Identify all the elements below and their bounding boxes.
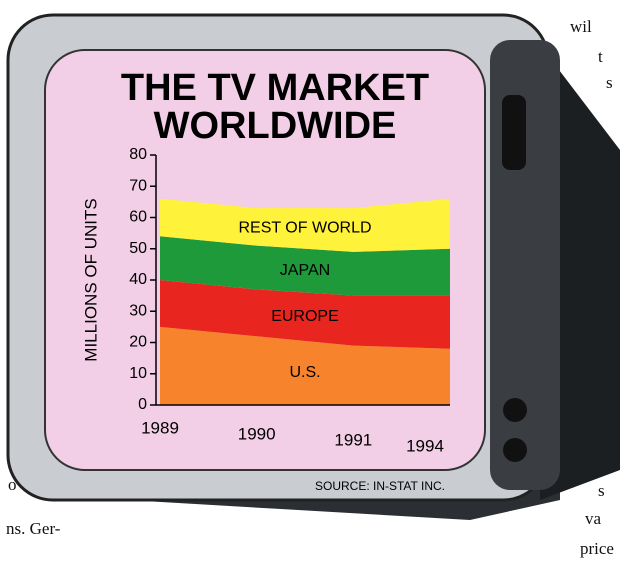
- y-tick-label: 20: [129, 334, 147, 351]
- y-tick-label: 10: [129, 365, 147, 382]
- series-label: U.S.: [289, 364, 320, 381]
- y-axis-label: MILLIONS OF UNITS: [81, 198, 100, 361]
- x-tick-label: 1989: [141, 418, 179, 437]
- margin-fragment: s: [598, 481, 605, 500]
- y-tick-label: 50: [129, 240, 147, 257]
- margin-fragment: ns. Ger-: [6, 519, 61, 538]
- y-tick-label: 60: [129, 209, 147, 226]
- y-tick-label: 80: [129, 146, 147, 163]
- margin-fragment: wil: [570, 17, 592, 36]
- series-label: JAPAN: [280, 262, 330, 279]
- chart-title: THE TV MARKET: [121, 67, 429, 109]
- y-tick-label: 30: [129, 302, 147, 319]
- series-label: REST OF WORLD: [238, 220, 371, 237]
- area: [160, 236, 450, 296]
- series-label: EUROPE: [271, 308, 339, 325]
- y-tick-label: 70: [129, 177, 147, 194]
- x-tick-label: 1994: [406, 436, 444, 455]
- margin-fragment: t: [598, 47, 603, 66]
- area: [160, 280, 450, 349]
- margin-fragment: o: [8, 475, 17, 494]
- chart: THE TV MARKET WORLDWIDE MILLIONS OF UNIT…: [81, 67, 450, 493]
- tv-knob: [503, 438, 527, 462]
- x-tick-label: 1991: [334, 430, 372, 449]
- y-tick-label: 40: [129, 271, 147, 288]
- margin-fragment: va: [585, 509, 602, 528]
- chart-title: WORLDWIDE: [154, 105, 397, 147]
- y-tick-label: 0: [138, 396, 147, 413]
- margin-fragment: price: [580, 539, 614, 558]
- area: [160, 198, 450, 252]
- tv-slot: [502, 95, 526, 170]
- tv-knob: [503, 398, 527, 422]
- area: [160, 326, 450, 405]
- margin-fragment: s: [606, 73, 613, 92]
- source: SOURCE: IN-STAT INC.: [315, 479, 445, 493]
- x-tick-label: 1990: [238, 424, 276, 443]
